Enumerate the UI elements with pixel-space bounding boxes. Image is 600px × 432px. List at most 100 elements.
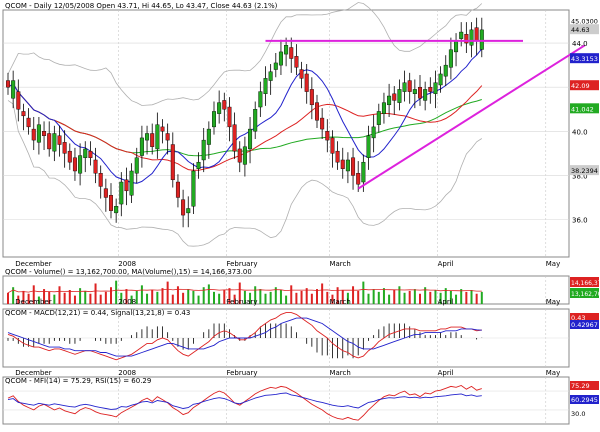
volume-month-label: May xyxy=(546,298,560,306)
month-label: February xyxy=(226,260,257,268)
price-tick-label: 38.0 xyxy=(572,172,588,180)
candle-body xyxy=(438,73,443,86)
volume-bar xyxy=(465,291,468,304)
candle-body xyxy=(443,64,448,77)
volume-bar xyxy=(94,283,97,304)
macd-chart-title: QCOM - MACD(12,21) = 0.44, Signal(13,21,… xyxy=(5,309,190,317)
price-value-tag-text: 41.042 xyxy=(571,105,594,113)
price-tick-label: 36.0 xyxy=(572,217,588,225)
volume-bar xyxy=(269,291,272,304)
candle-body xyxy=(155,124,160,150)
volume-bar xyxy=(393,290,396,304)
candle-body xyxy=(88,150,93,158)
volume-bar xyxy=(233,294,236,304)
candle-body xyxy=(62,142,67,154)
volume-bar xyxy=(84,290,87,304)
volume-bar xyxy=(305,288,308,304)
trendline-support xyxy=(357,44,586,190)
volume-bar xyxy=(279,290,282,304)
candle-body xyxy=(340,159,345,169)
volume-bar xyxy=(398,286,401,304)
volume-bar xyxy=(403,292,406,304)
candle-body xyxy=(299,69,304,79)
volume-bar xyxy=(367,293,370,304)
candle-body xyxy=(160,126,165,132)
volume-bar xyxy=(176,286,179,304)
volume-bar xyxy=(166,281,169,304)
candle-body xyxy=(103,188,108,198)
volume-bar xyxy=(382,288,385,304)
candle-body xyxy=(31,128,36,141)
volume-bar xyxy=(228,288,231,304)
candle-body xyxy=(423,89,428,101)
candle-body xyxy=(387,95,392,106)
candle-body xyxy=(330,137,335,154)
candle-body xyxy=(428,86,433,92)
volume-bar xyxy=(238,282,241,304)
month-label: March xyxy=(329,260,350,268)
mfi-rsi-chart-title: QCOM - MFI(14) = 75.29, RSI(15) = 60.29 xyxy=(5,377,151,385)
volume-bar xyxy=(213,291,215,304)
candle-body xyxy=(371,126,376,139)
volume-bar xyxy=(460,289,463,304)
price-value-tag-text: 42.09 xyxy=(571,82,590,90)
volume-bar xyxy=(274,287,277,304)
volume-bar xyxy=(140,285,143,304)
candle-body xyxy=(448,49,453,68)
candle-body xyxy=(211,111,216,128)
candle-body xyxy=(294,56,299,68)
candle-body xyxy=(175,181,180,198)
month-label: April xyxy=(438,260,454,268)
macd-value-tag xyxy=(570,320,599,329)
volume-bar xyxy=(182,292,185,304)
upper-band-line xyxy=(7,2,483,106)
candle-body xyxy=(356,172,361,185)
candle-body xyxy=(273,62,278,70)
candle-body xyxy=(21,111,26,117)
candle-body xyxy=(139,137,144,156)
volume-bar xyxy=(413,289,416,304)
volume-bar xyxy=(79,288,82,304)
volume-bar xyxy=(341,290,344,304)
candle-body xyxy=(196,161,201,169)
candle-body xyxy=(47,133,52,150)
volume-bar xyxy=(192,290,195,304)
macd-value-tag-text: 0.42967 xyxy=(571,321,598,329)
mfi-value-tag-text: 60.2945 xyxy=(571,396,598,404)
volume-bar xyxy=(316,289,318,304)
volume-bar xyxy=(300,290,303,304)
volume-bar xyxy=(346,292,349,304)
volume-month-label: March xyxy=(329,298,350,306)
candle-body xyxy=(124,179,129,192)
macd-month-label: April xyxy=(438,369,454,377)
macd-month-label: May xyxy=(546,369,560,377)
candle-body xyxy=(361,161,366,183)
candle-body xyxy=(145,133,150,141)
volume-bar xyxy=(475,293,478,304)
volume-bar xyxy=(58,286,61,304)
candle-body xyxy=(268,71,273,81)
candle-body xyxy=(16,91,21,110)
volume-bar xyxy=(372,289,375,304)
macd-month-label: 2008 xyxy=(118,369,136,377)
volume-bar xyxy=(151,290,154,304)
price-value-tag xyxy=(570,24,599,35)
price-value-tag xyxy=(570,80,599,91)
volume-value-tag-text: 13,162,700 xyxy=(571,291,600,298)
candle-body xyxy=(237,148,242,163)
volume-chart-title: QCOM - Volume() = 13,162,700.00, MA(Volu… xyxy=(5,268,252,276)
candle-body xyxy=(258,91,263,108)
volume-bar xyxy=(377,291,380,304)
candle-body xyxy=(181,199,186,216)
volume-bar xyxy=(202,287,205,304)
volume-bar xyxy=(249,292,252,304)
candle-body xyxy=(11,80,16,99)
mfi-rsi-panel-frame xyxy=(2,376,570,425)
candle-body xyxy=(464,34,469,44)
price-tick-label: 44.0 xyxy=(572,40,588,48)
candle-body xyxy=(26,117,31,128)
candle-body xyxy=(376,111,381,125)
volume-bar xyxy=(285,295,288,304)
candle-body xyxy=(263,78,268,95)
